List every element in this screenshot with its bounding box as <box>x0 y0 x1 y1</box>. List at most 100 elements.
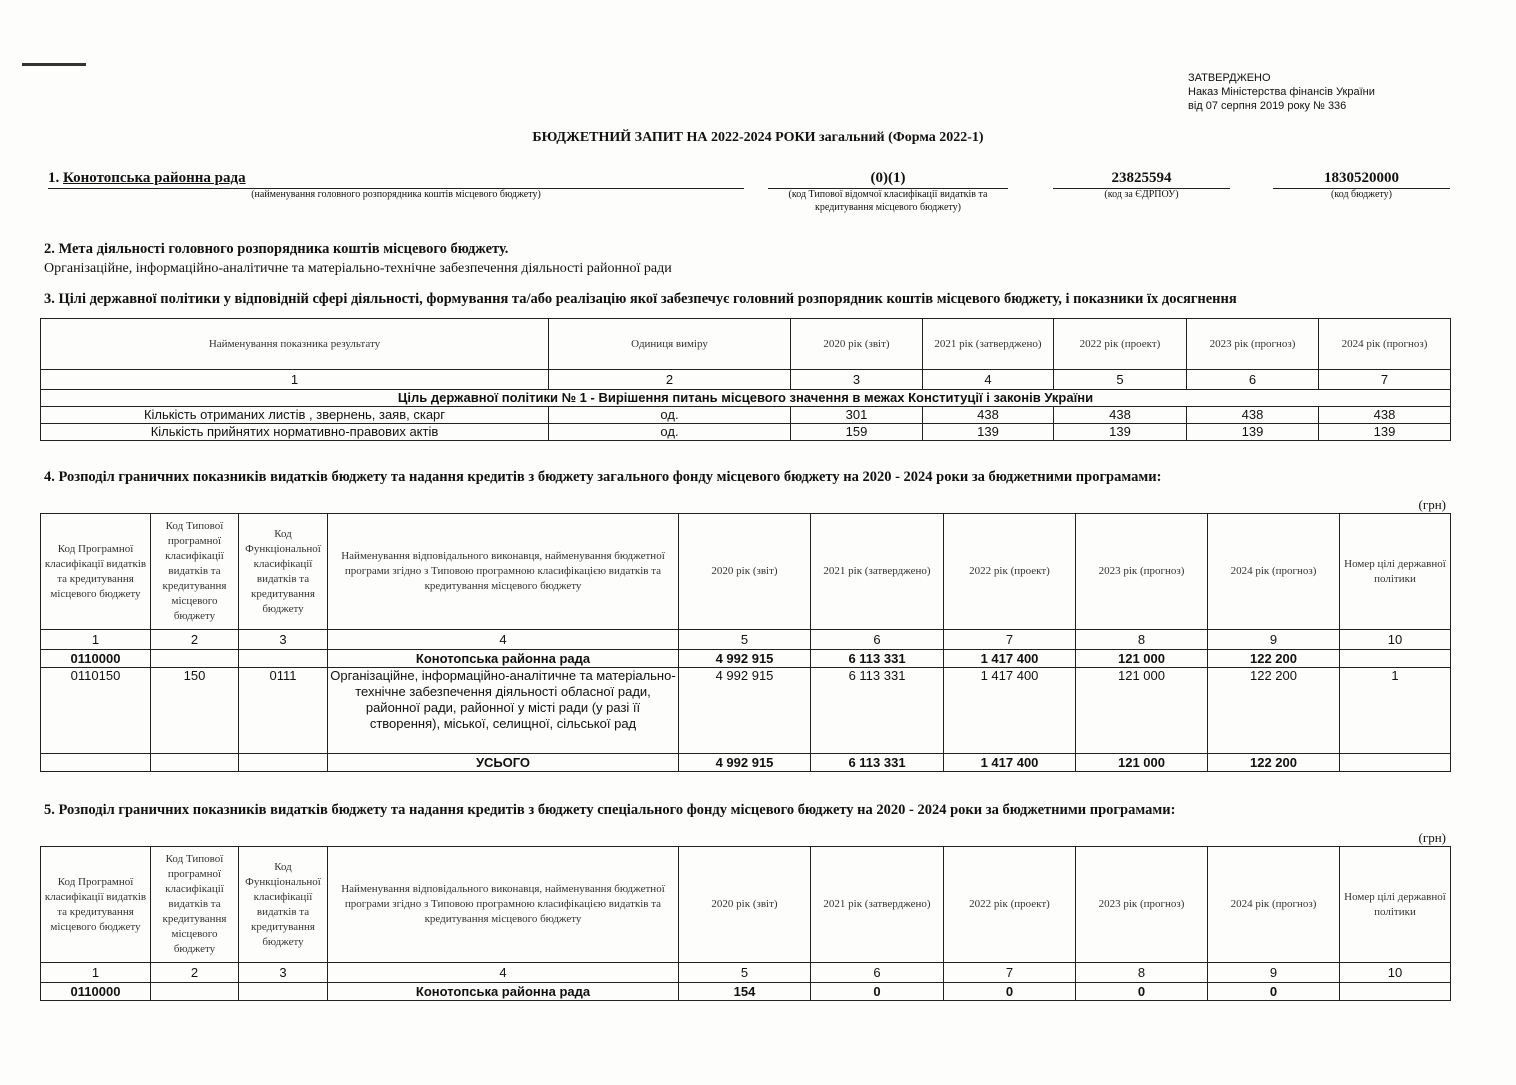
column-number: 5 <box>678 962 811 983</box>
cell <box>1339 753 1451 772</box>
cell: 122 200 <box>1207 667 1340 754</box>
cell <box>150 753 239 772</box>
cell: 139 <box>1186 423 1319 441</box>
header-cell: Код Типової програмної класифікації вида… <box>150 513 239 630</box>
unit-label: (грн) <box>1418 830 1446 845</box>
cell: 301 <box>790 406 923 424</box>
column-number: 2 <box>150 962 239 983</box>
edrpou-code: 23825594 <box>1053 170 1230 189</box>
cell <box>238 649 328 668</box>
cell <box>238 753 328 772</box>
table-row: 0110150 150 0111 Організаційне, інформаційн… <box>40 667 1451 754</box>
cell: Кількість отриманих листів , звернень, з… <box>40 406 549 424</box>
section2-heading: 2. Мета діяльності головного розпорядник… <box>44 241 509 257</box>
header-cell: Код Програмної класифікації видатків та … <box>40 513 151 630</box>
table-row: Кількість отриманих листів , звернень, з… <box>40 406 1451 424</box>
table-row: 0110000 Конотопська районна рада 4 992 915… <box>40 649 1451 668</box>
budget-code: 1830520000 <box>1273 170 1450 189</box>
column-number: 4 <box>922 369 1054 390</box>
manager-name-value: Конотопська районна рада <box>63 170 246 186</box>
header-cell: Код Функціональної класифікації видатків… <box>238 513 328 630</box>
header-cell: 2023 рік (прогноз) <box>1186 318 1319 370</box>
column-number: 7 <box>1318 369 1451 390</box>
header-cell: 2021 рік (затверджено) <box>922 318 1054 370</box>
cell: 438 <box>922 406 1054 424</box>
cell: 150 <box>150 667 239 754</box>
column-number: 3 <box>238 629 328 650</box>
header-cell: 2022 рік (проект) <box>1053 318 1187 370</box>
page-title: БЮДЖЕТНИЙ ЗАПИТ НА 2022-2024 РОКИ загаль… <box>532 130 984 145</box>
column-number: 3 <box>238 962 328 983</box>
cell: 121 000 <box>1075 649 1208 668</box>
cell <box>40 753 151 772</box>
cell: 139 <box>1318 423 1451 441</box>
cell <box>150 982 239 1001</box>
header-cell: Номер цілі державної політики <box>1339 846 1451 963</box>
edrpou-caption: (код за ЄДРПОУ) <box>1104 189 1179 200</box>
header-cell: Найменування відповідального виконавця, … <box>327 846 679 963</box>
section-number: 1. <box>48 170 60 186</box>
header-cell: Найменування відповідального виконавця, … <box>327 513 679 630</box>
cell: 122 200 <box>1207 753 1340 772</box>
column-number: 10 <box>1339 629 1451 650</box>
cell: 0 <box>1075 982 1208 1001</box>
approval-line: Наказ Міністерства фінансів України <box>1188 86 1375 98</box>
cell: УСЬОГО <box>327 753 679 772</box>
cell: 0110150 <box>40 667 151 754</box>
cell: 139 <box>1053 423 1187 441</box>
cell: 1 <box>1339 667 1451 754</box>
cell: 122 200 <box>1207 649 1340 668</box>
department-code: (0)(1) <box>768 170 1008 189</box>
column-number: 7 <box>943 629 1076 650</box>
cell: 1 417 400 <box>943 649 1076 668</box>
cell: 4 992 915 <box>678 753 811 772</box>
column-number: 10 <box>1339 962 1451 983</box>
header-cell: 2021 рік (затверджено) <box>810 513 944 630</box>
column-number: 4 <box>327 629 679 650</box>
indicators-table: Найменування показника результату Одиниця… <box>40 318 1451 441</box>
table-row: 0110000 Конотопська районна рада 154 0 0 0 0 <box>40 982 1451 1001</box>
unit-label: (грн) <box>1418 497 1446 512</box>
general-fund-table: Код Програмної класифікації видатків та … <box>40 513 1451 772</box>
header-cell: 2020 рік (звіт) <box>678 846 811 963</box>
cell: 139 <box>922 423 1054 441</box>
column-number: 3 <box>790 369 923 390</box>
cell: 6 113 331 <box>810 649 944 668</box>
column-number: 2 <box>150 629 239 650</box>
header-cell: 2020 рік (звіт) <box>678 513 811 630</box>
cell <box>150 649 239 668</box>
special-fund-table: Код Програмної класифікації видатків та … <box>40 846 1451 1001</box>
cell: Кількість прийнятих нормативно-правових … <box>40 423 549 441</box>
header-cell: 2022 рік (проект) <box>943 513 1076 630</box>
column-number: 9 <box>1207 962 1340 983</box>
header-cell: 2024 рік (прогноз) <box>1318 318 1451 370</box>
header-cell: 2024 рік (прогноз) <box>1207 513 1340 630</box>
section4-heading: 4. Розподіл граничних показників видаткі… <box>44 469 1162 485</box>
cell <box>238 982 328 1001</box>
header-cell: 2023 рік (прогноз) <box>1075 846 1208 963</box>
cell: 6 113 331 <box>810 667 944 754</box>
column-number: 7 <box>943 962 1076 983</box>
header-cell: 2021 рік (затверджено) <box>810 846 944 963</box>
cell: Конотопська районна рада <box>327 649 679 668</box>
section5-heading: 5. Розподіл граничних показників видаткі… <box>44 802 1176 818</box>
scan-mark <box>22 63 86 66</box>
approval-line: від 07 серпня 2019 року № 336 <box>1188 100 1347 112</box>
manager-caption: (найменування головного розпорядника кош… <box>251 189 541 200</box>
cell: 438 <box>1318 406 1451 424</box>
cell: 121 000 <box>1075 753 1208 772</box>
column-number: 1 <box>40 629 151 650</box>
cell: Організаційне, інформаційно-аналітичне т… <box>327 667 679 754</box>
approval-line: ЗАТВЕРДЖЕНО <box>1188 72 1271 84</box>
column-number: 1 <box>40 369 549 390</box>
cell <box>1339 982 1451 1001</box>
cell: 121 000 <box>1075 667 1208 754</box>
total-row: УСЬОГО 4 992 915 6 113 331 1 417 400 121 000… <box>40 753 1451 772</box>
table-row: Кількість прийнятих нормативно-правових … <box>40 423 1451 441</box>
cell: 0110000 <box>40 982 151 1001</box>
cell: 0111 <box>238 667 328 754</box>
cell: 159 <box>790 423 923 441</box>
section3-heading: 3. Цілі державної політики у відповідній… <box>44 291 1237 307</box>
budget-code-caption: (код бюджету) <box>1331 189 1392 200</box>
cell: 4 992 915 <box>678 667 811 754</box>
